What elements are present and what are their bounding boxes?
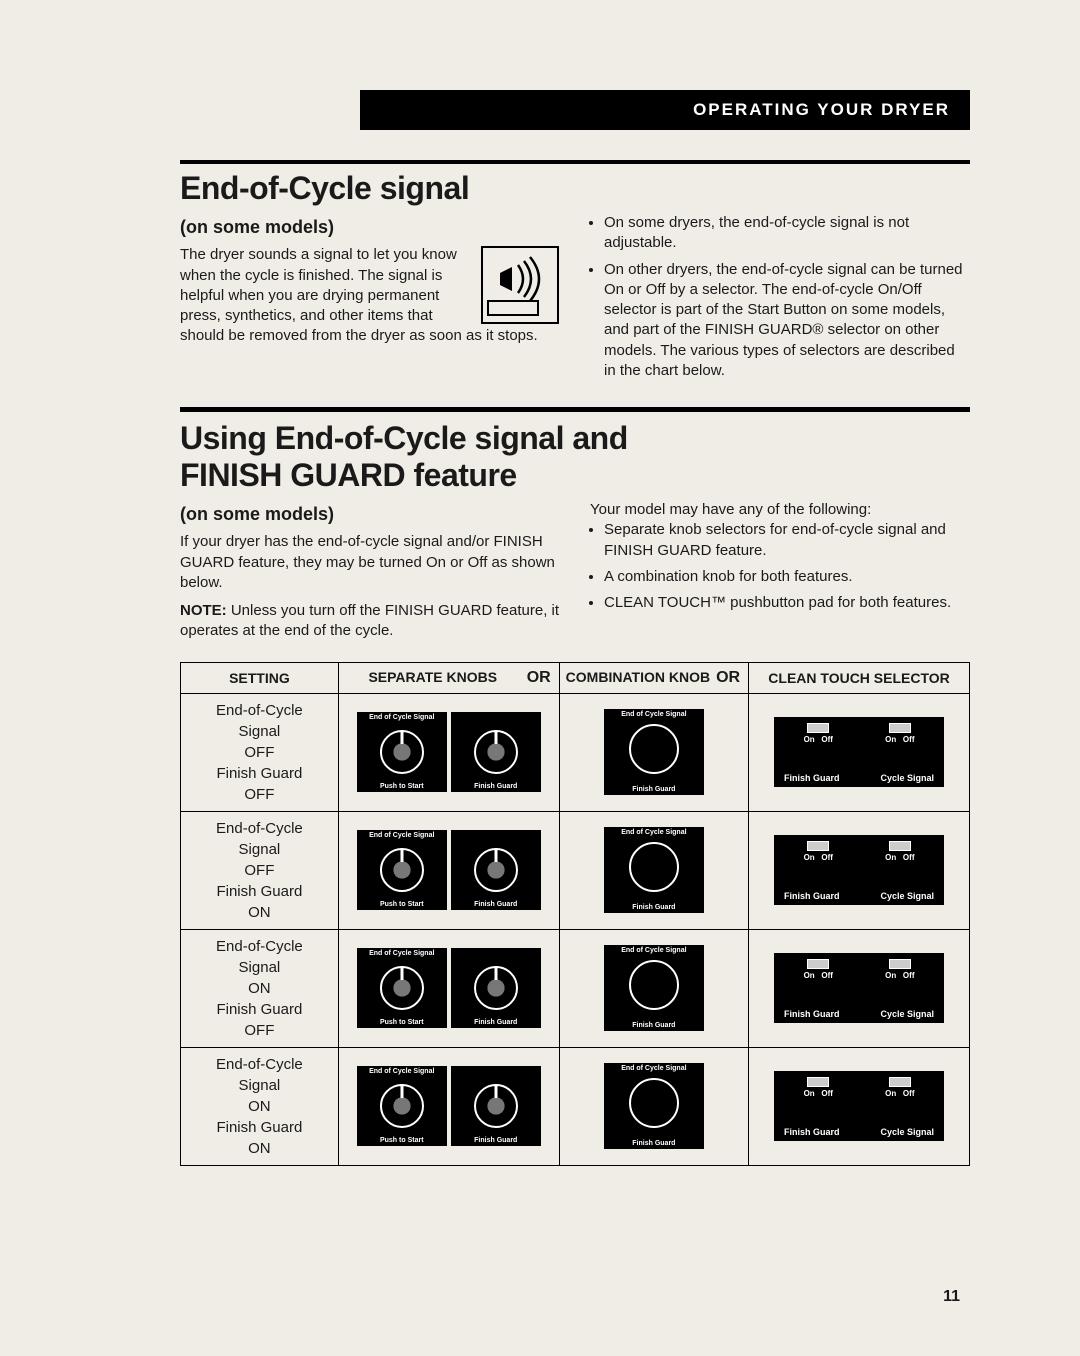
clean-touch-pad: On OffOn OffFinish GuardCycle Signal bbox=[774, 835, 944, 905]
section1-right-bullets: On some dryers, the end-of-cycle signal … bbox=[590, 213, 970, 381]
section2-title-line2: FINISH GUARD feature bbox=[180, 457, 970, 494]
separate-knobs-cell: End of Cycle SignalPush to StartFinish G… bbox=[338, 929, 559, 1047]
th-combination: COMBINATION KNOB OR bbox=[559, 662, 748, 693]
section2-left-p1: If your dryer has the end-of-cycle signa… bbox=[180, 532, 560, 593]
setting-cell: End-of-CycleSignalONFinish GuardOFF bbox=[181, 929, 339, 1047]
bullet-item: A combination knob for both features. bbox=[604, 567, 970, 587]
knob-finish-guard: Finish Guard bbox=[451, 830, 541, 910]
section2-right-intro: Your model may have any of the following… bbox=[590, 500, 970, 520]
selector-chart-table: SETTING SEPARATE KNOBS OR COMBINATION KN… bbox=[180, 662, 970, 1166]
setting-cell: End-of-CycleSignalONFinish GuardON bbox=[181, 1047, 339, 1165]
rule bbox=[180, 160, 970, 164]
knob-finish-guard: Finish Guard bbox=[451, 948, 541, 1028]
speaker-icon bbox=[480, 245, 560, 325]
clean-touch-cell: On OffOn OffFinish GuardCycle Signal bbox=[749, 811, 970, 929]
page-section-header: OPERATING YOUR DRYER bbox=[360, 90, 970, 130]
clean-touch-pad: On OffOn OffFinish GuardCycle Signal bbox=[774, 1071, 944, 1141]
clean-touch-pad: On OffOn OffFinish GuardCycle Signal bbox=[774, 717, 944, 787]
clean-touch-pad: On OffOn OffFinish GuardCycle Signal bbox=[774, 953, 944, 1023]
combination-knob-cell: End of Cycle SignalFinish Guard bbox=[559, 693, 748, 811]
section1-subtitle: (on some models) bbox=[180, 215, 560, 239]
knob-combination: End of Cycle SignalFinish Guard bbox=[604, 827, 704, 913]
knob-combination: End of Cycle SignalFinish Guard bbox=[604, 1063, 704, 1149]
bullet-item: CLEAN TOUCH™ pushbutton pad for both fea… bbox=[604, 593, 970, 613]
setting-cell: End-of-CycleSignalOFFFinish GuardOFF bbox=[181, 693, 339, 811]
setting-cell: End-of-CycleSignalOFFFinish GuardON bbox=[181, 811, 339, 929]
separate-knobs-cell: End of Cycle SignalPush to StartFinish G… bbox=[338, 1047, 559, 1165]
bullet-item: Separate knob selectors for end-of-cycle… bbox=[604, 520, 970, 561]
bullet-item: On some dryers, the end-of-cycle signal … bbox=[604, 213, 970, 254]
knob-combination: End of Cycle SignalFinish Guard bbox=[604, 945, 704, 1031]
combination-knob-cell: End of Cycle SignalFinish Guard bbox=[559, 929, 748, 1047]
section1-title: End-of-Cycle signal bbox=[180, 170, 970, 207]
section2-left-p2: NOTE: Unless you turn off the FINISH GUA… bbox=[180, 601, 560, 642]
rule bbox=[180, 407, 970, 412]
knob-signal: End of Cycle SignalPush to Start bbox=[357, 830, 447, 910]
page-number: 11 bbox=[943, 1288, 960, 1306]
separate-knobs-cell: End of Cycle SignalPush to StartFinish G… bbox=[338, 811, 559, 929]
clean-touch-cell: On OffOn OffFinish GuardCycle Signal bbox=[749, 929, 970, 1047]
knob-signal: End of Cycle SignalPush to Start bbox=[357, 948, 447, 1028]
bullet-item: On other dryers, the end-of-cycle signal… bbox=[604, 260, 970, 382]
combination-knob-cell: End of Cycle SignalFinish Guard bbox=[559, 811, 748, 929]
section2-title-line1: Using End-of-Cycle signal and bbox=[180, 420, 970, 457]
knob-signal: End of Cycle SignalPush to Start bbox=[357, 1066, 447, 1146]
th-cleantouch: CLEAN TOUCH SELECTOR bbox=[749, 662, 970, 693]
knob-finish-guard: Finish Guard bbox=[451, 712, 541, 792]
combination-knob-cell: End of Cycle SignalFinish Guard bbox=[559, 1047, 748, 1165]
knob-combination: End of Cycle SignalFinish Guard bbox=[604, 709, 704, 795]
th-separate: SEPARATE KNOBS OR bbox=[338, 662, 559, 693]
clean-touch-cell: On OffOn OffFinish GuardCycle Signal bbox=[749, 693, 970, 811]
th-setting: SETTING bbox=[181, 662, 339, 693]
knob-finish-guard: Finish Guard bbox=[451, 1066, 541, 1146]
section2-subtitle: (on some models) bbox=[180, 502, 560, 526]
clean-touch-cell: On OffOn OffFinish GuardCycle Signal bbox=[749, 1047, 970, 1165]
section2-right-bullets: Separate knob selectors for end-of-cycle… bbox=[590, 520, 970, 613]
separate-knobs-cell: End of Cycle SignalPush to StartFinish G… bbox=[338, 693, 559, 811]
knob-signal: End of Cycle SignalPush to Start bbox=[357, 712, 447, 792]
